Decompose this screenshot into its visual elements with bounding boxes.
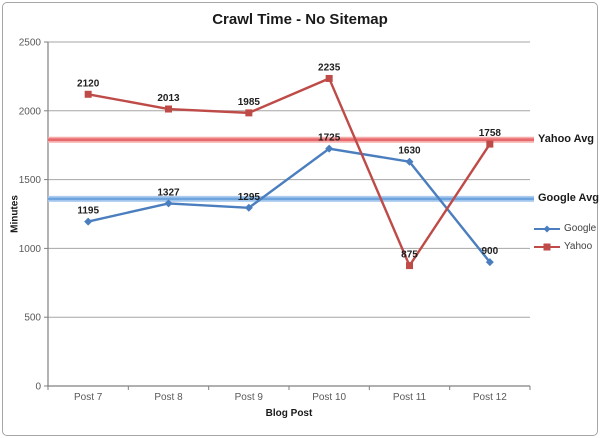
svg-text:500: 500 [24,313,41,324]
svg-text:1758: 1758 [479,128,502,139]
y-axis-title: Minutes [9,195,21,233]
legend: Google Yahoo [534,221,596,257]
svg-text:1500: 1500 [19,175,42,186]
svg-text:1000: 1000 [19,244,42,255]
svg-text:Post 12: Post 12 [473,392,507,403]
svg-text:900: 900 [481,246,498,257]
legend-item-google[interactable]: Google [534,221,596,236]
svg-text:2013: 2013 [157,93,180,104]
svg-text:2000: 2000 [19,106,42,117]
chart-title: Crawl Time - No Sitemap [212,11,388,28]
svg-text:1327: 1327 [157,187,180,198]
legend-item-yahoo[interactable]: Yahoo [534,239,596,254]
google-avg-label: Google Avg [538,191,599,204]
svg-text:1295: 1295 [238,192,261,203]
legend-label-yahoo: Yahoo [564,241,593,252]
svg-text:2500: 2500 [19,38,42,49]
svg-text:Post 9: Post 9 [235,392,264,403]
x-axis-title: Blog Post [265,408,313,419]
svg-text:1725: 1725 [318,133,341,144]
svg-text:Post 7: Post 7 [74,392,103,403]
svg-text:1985: 1985 [238,97,261,108]
yahoo-avg-label: Yahoo Avg [538,132,595,145]
svg-text:1630: 1630 [398,146,421,157]
svg-text:2120: 2120 [77,78,100,89]
svg-text:Post 11: Post 11 [393,392,427,403]
svg-text:1195: 1195 [77,206,99,217]
svg-text:0: 0 [35,382,41,393]
svg-text:Post 10: Post 10 [312,392,346,403]
svg-text:2235: 2235 [318,62,341,73]
svg-text:875: 875 [401,250,418,261]
yahoo-series-swatch [534,243,560,250]
google-series-swatch [534,225,560,232]
svg-text:Post 8: Post 8 [154,392,183,403]
legend-label-google: Google [564,223,597,234]
